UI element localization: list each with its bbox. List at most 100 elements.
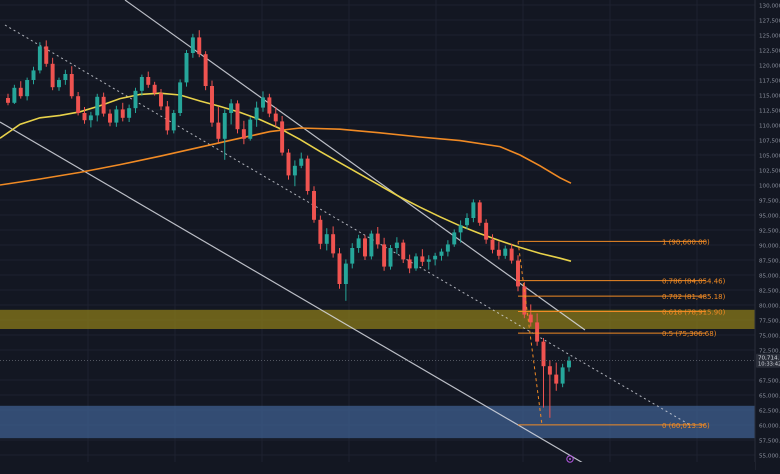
- y-tick-label: 80,000.00: [759, 304, 780, 310]
- current-price-badge[interactable]: [756, 353, 780, 368]
- candle: [477, 200, 482, 226]
- candle: [120, 102, 125, 122]
- y-tick-label: 75,000.00: [759, 334, 780, 340]
- fibonacci-retracement: 1 (90,600.00) 0.786 (84,054.46) 0.702 (81,…: [517, 238, 726, 430]
- candle: [146, 71, 151, 88]
- candle: [280, 116, 285, 156]
- candle-body: [522, 286, 527, 315]
- price-zones: [0, 309, 755, 439]
- candle-body: [184, 53, 189, 83]
- candle: [458, 220, 463, 243]
- candle-body: [57, 80, 61, 88]
- y-tick-label: 97,500.00: [759, 199, 780, 205]
- candle-body: [44, 46, 49, 64]
- candle-body: [139, 77, 144, 91]
- y-tick-label: 60,000.00: [759, 424, 780, 430]
- candle-body: [312, 191, 316, 220]
- candle-body: [299, 158, 304, 166]
- candle: [50, 57, 55, 91]
- candle-body: [76, 96, 81, 113]
- candle-body: [407, 259, 412, 269]
- candle-body: [350, 248, 355, 264]
- candle-body: [433, 255, 438, 260]
- y-tick-label: 57,500.00: [759, 439, 780, 445]
- candle: [420, 249, 425, 266]
- candlesticks: [6, 30, 571, 418]
- candle: [490, 234, 495, 254]
- y-tick-label: 85,000.00: [759, 274, 780, 280]
- candle-body: [554, 374, 559, 384]
- candle-body: [547, 366, 552, 375]
- candle-body: [133, 90, 138, 109]
- time-axis[interactable]: [0, 462, 755, 470]
- candle: [63, 69, 68, 85]
- candle-body: [152, 84, 157, 94]
- candle: [235, 100, 240, 134]
- candle: [37, 42, 42, 74]
- candle-body: [509, 248, 514, 261]
- candle: [25, 77, 30, 101]
- candle: [69, 66, 74, 99]
- candle: [216, 107, 221, 143]
- candle-body: [356, 238, 361, 248]
- candle-body: [69, 74, 74, 97]
- candle-body: [241, 129, 246, 139]
- y-tick-label: 62,500.00: [759, 409, 780, 415]
- y-tick-label: 117,500.00: [759, 79, 780, 85]
- candle-body: [484, 222, 489, 240]
- y-tick-label: 127,500.00: [759, 19, 780, 25]
- candle-body: [18, 87, 23, 97]
- candle: [407, 254, 412, 274]
- fib-level-label: 0.5 (75,306.68): [662, 330, 717, 338]
- y-tick-label: 112,500.00: [759, 109, 780, 115]
- candle: [503, 245, 508, 259]
- candle: [471, 199, 476, 223]
- candle-body: [292, 165, 297, 176]
- candle-body: [528, 314, 533, 323]
- candle-body: [305, 158, 310, 191]
- candle: [108, 109, 112, 127]
- candle: [267, 93, 272, 118]
- candle: [292, 160, 297, 187]
- candle: [343, 259, 348, 301]
- candle-body: [95, 96, 100, 116]
- candle-body: [190, 37, 195, 53]
- candle: [76, 92, 81, 116]
- candle-body: [458, 225, 463, 233]
- channel-midline: [4, 24, 691, 426]
- resistance-zone: [0, 309, 755, 329]
- candle-body: [560, 367, 565, 384]
- candle-body: [108, 113, 112, 123]
- candle-body: [37, 46, 42, 71]
- candle: [312, 186, 316, 223]
- candle: [273, 107, 278, 127]
- candle-body: [63, 74, 68, 80]
- candle: [261, 91, 265, 112]
- target-icon[interactable]: [566, 455, 574, 463]
- candle: [331, 226, 336, 258]
- candle-body: [88, 115, 93, 121]
- candle-body: [178, 82, 183, 113]
- price-axis-background: [755, 0, 780, 470]
- candle-body: [394, 242, 399, 248]
- candle: [363, 235, 367, 260]
- y-tick-label: 87,500.00: [759, 259, 780, 265]
- candle-body: [477, 202, 482, 223]
- candle: [171, 110, 176, 134]
- target-icon-center: [569, 458, 571, 460]
- candle: [6, 93, 10, 106]
- candle-body: [280, 121, 285, 153]
- candle: [159, 89, 163, 110]
- y-tick-label: 67,500.00: [759, 379, 780, 385]
- candle-body: [369, 233, 374, 257]
- candle: [305, 155, 310, 195]
- candle-body: [286, 152, 291, 176]
- fib-level-label: 0.786 (84,054.46): [662, 278, 726, 286]
- candle: [82, 107, 87, 124]
- candle-body: [165, 106, 170, 131]
- y-tick-label: 110,000.00: [759, 124, 780, 130]
